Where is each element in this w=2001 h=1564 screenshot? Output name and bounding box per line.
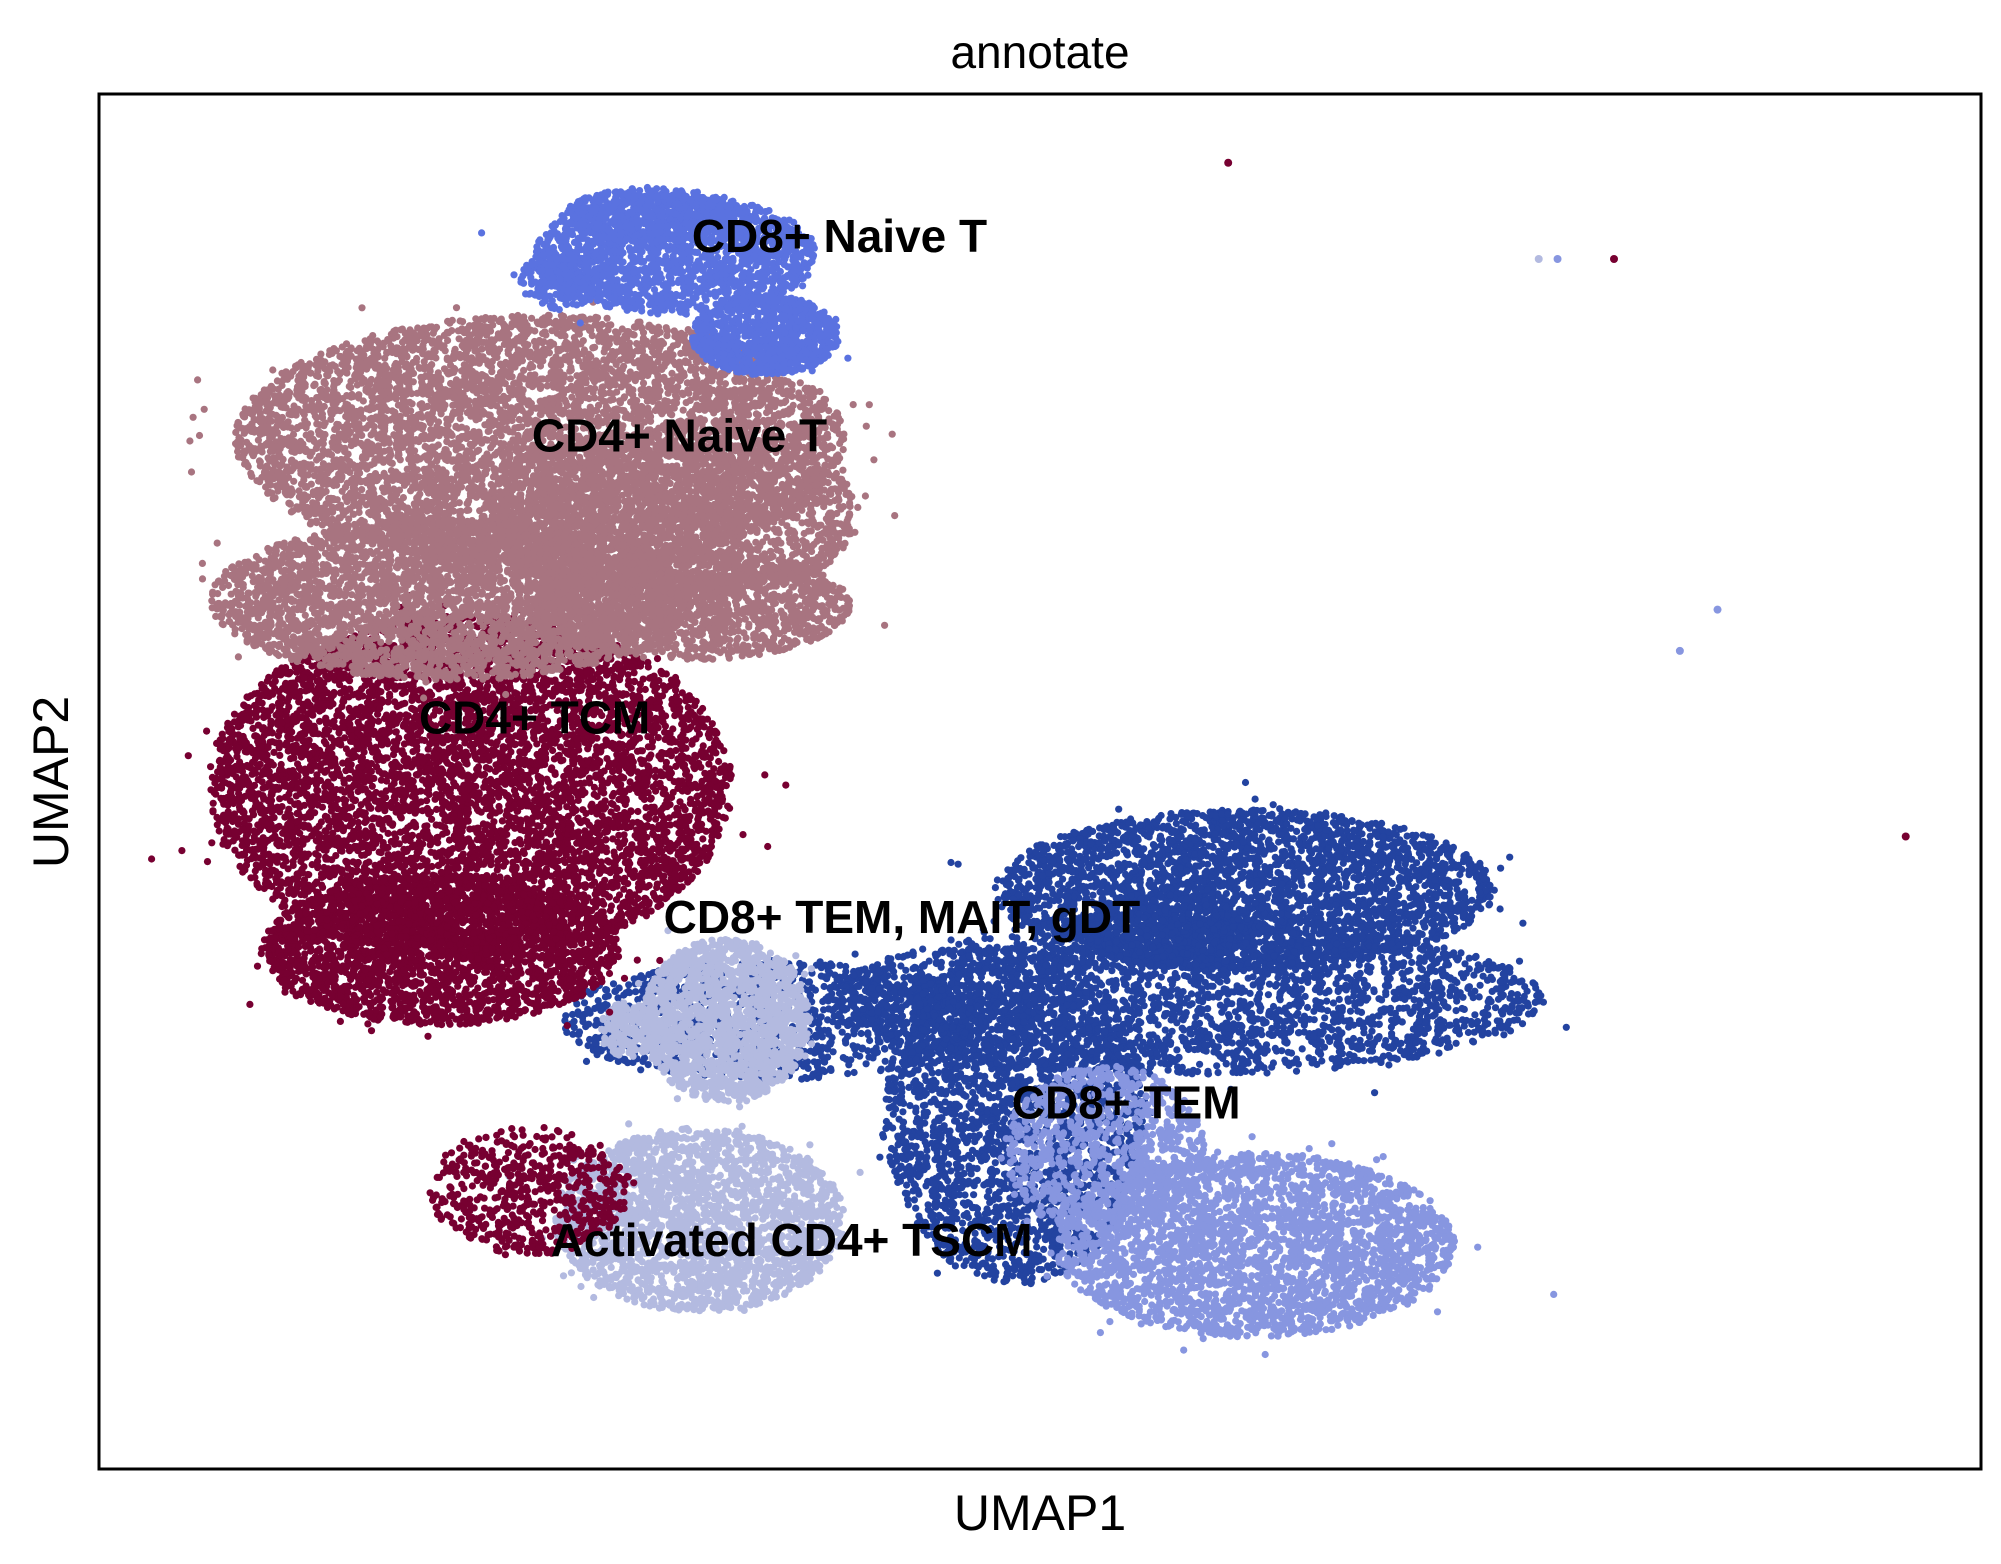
- cluster-points-cd8-naive-t: [689, 288, 852, 378]
- outlier-point-3: [1554, 255, 1562, 263]
- outlier-point-2: [1535, 255, 1543, 263]
- outlier-point-6: [1902, 833, 1910, 841]
- cluster-label-cd4-naive-t: CD4+ Naive T: [532, 410, 827, 462]
- cluster-label-cd8-naive-t: CD8+ Naive T: [692, 210, 987, 262]
- y-axis-label: UMAP2: [23, 696, 79, 868]
- cluster-label-activated-cd4-tscm: Activated CD4+ TSCM: [551, 1214, 1033, 1266]
- x-axis-label: UMAP1: [954, 1485, 1126, 1541]
- outlier-point-0: [1224, 159, 1232, 167]
- cluster-label-cd8-tem-mait-gdt: CD8+ TEM, MAIT, gDT: [664, 891, 1141, 943]
- outlier-point-1: [1610, 255, 1618, 263]
- outlier-point-4: [1714, 606, 1722, 614]
- outlier-points: [1224, 159, 1910, 841]
- cluster-points-cd8-tem-mait-gdt: [635, 927, 815, 1110]
- outlier-point-5: [1676, 647, 1684, 655]
- cluster-label-cd4-tcm: CD4+ TCM: [419, 691, 650, 743]
- cluster-label-cd8-tem: CD8+ TEM: [1012, 1076, 1241, 1128]
- scatter-points: [148, 184, 1570, 1358]
- chart-title: annotate: [950, 26, 1129, 78]
